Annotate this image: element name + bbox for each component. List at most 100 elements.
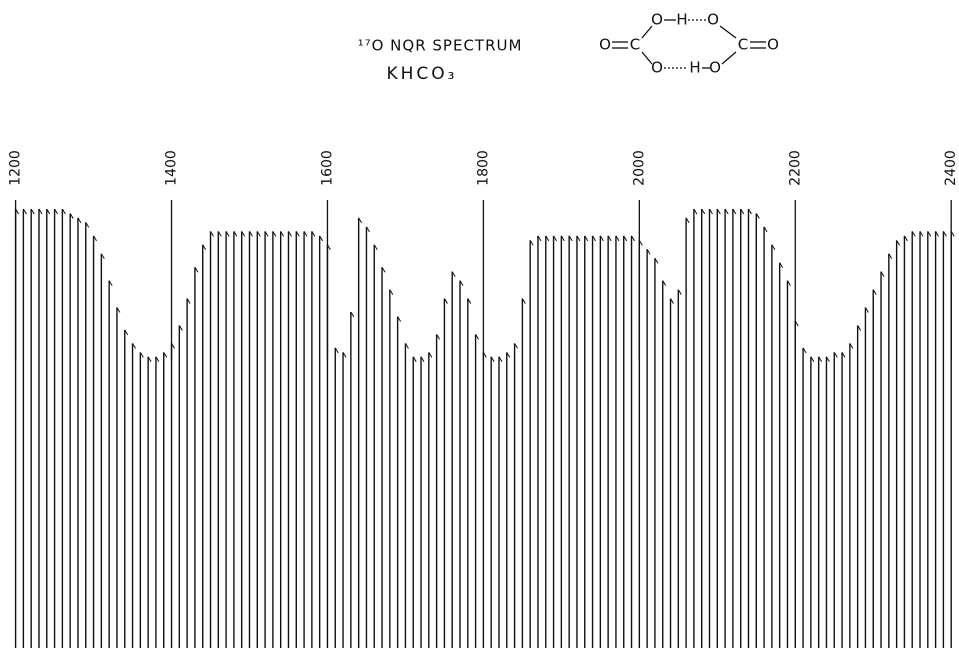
line-hook <box>15 208 20 215</box>
line-hook <box>256 231 261 237</box>
line-hook <box>654 257 659 264</box>
atom-label: C <box>630 36 640 54</box>
line-hook <box>405 343 409 349</box>
line-hook <box>241 231 246 237</box>
bond <box>721 51 737 65</box>
atom-label: O <box>651 11 663 29</box>
line-hook <box>389 289 394 295</box>
line-hook <box>202 244 207 251</box>
line-hook <box>61 208 66 215</box>
line-hook <box>802 347 807 354</box>
line-hook <box>771 244 776 251</box>
line-hook <box>514 343 519 349</box>
line-hook <box>280 231 285 237</box>
line-hook <box>436 334 441 340</box>
line-hook <box>178 325 183 331</box>
atom-label: O <box>709 59 721 77</box>
line-hook <box>693 208 698 215</box>
line-hook <box>467 298 472 304</box>
line-hook <box>147 356 152 363</box>
line-hook <box>319 235 324 242</box>
line-hook <box>22 208 27 215</box>
line-hook <box>397 316 402 322</box>
line-hook <box>818 356 823 363</box>
x-tick-label: 1400 <box>164 150 180 186</box>
line-hook <box>685 217 690 224</box>
line-hook <box>288 231 292 237</box>
line-hook <box>615 235 620 242</box>
line-hook <box>896 240 901 246</box>
line-hook <box>787 280 791 286</box>
line-hook <box>560 235 565 242</box>
x-tick-label: 1200 <box>8 150 24 186</box>
line-hook <box>311 231 316 237</box>
atom-label: H <box>676 11 687 29</box>
line-hook <box>841 352 846 358</box>
line-hook <box>475 334 480 340</box>
x-tick-label: 2400 <box>943 150 959 186</box>
line-hook <box>412 356 417 363</box>
line-hook <box>592 235 596 242</box>
line-hook <box>521 298 526 304</box>
line-hook <box>233 231 238 237</box>
chart-title: ¹⁷O NQR SPECTRUM <box>358 37 523 55</box>
line-hook <box>638 240 643 246</box>
line-hook <box>108 280 113 286</box>
line-hook <box>451 271 456 277</box>
line-hook <box>85 222 90 228</box>
line-hook <box>342 352 347 358</box>
line-hook <box>709 208 713 215</box>
line-hook <box>381 266 386 273</box>
line-hook <box>249 231 253 237</box>
line-hook <box>54 208 59 215</box>
line-hook <box>576 235 581 242</box>
line-hook <box>217 231 222 237</box>
line-hook <box>927 231 932 237</box>
line-hook <box>646 249 651 255</box>
line-hook <box>210 231 214 237</box>
line-hook <box>350 311 355 318</box>
line-hook <box>163 352 168 358</box>
x-tick-label: 2200 <box>787 150 803 186</box>
atom-label: O <box>651 59 663 77</box>
line-hook <box>186 298 191 304</box>
line-hook <box>911 231 916 237</box>
line-hook <box>763 226 768 233</box>
line-hook <box>623 235 628 242</box>
line-hook <box>740 208 745 215</box>
line-hook <box>264 231 269 237</box>
line-hook <box>38 208 43 215</box>
line-hook <box>537 235 542 242</box>
line-hook <box>139 352 144 358</box>
line-hook <box>833 352 838 358</box>
line-hook <box>46 208 51 215</box>
line-hook <box>701 208 706 215</box>
line-hook <box>116 307 121 313</box>
line-hook <box>498 356 503 363</box>
line-hook <box>358 217 363 224</box>
line-hook <box>428 352 433 358</box>
line-hook <box>670 298 674 304</box>
line-hook <box>950 231 955 237</box>
line-hook <box>716 208 721 215</box>
line-hook <box>677 289 682 295</box>
line-hook <box>545 235 550 242</box>
line-hook <box>849 343 854 349</box>
bond <box>641 25 653 39</box>
line-hook <box>327 244 331 251</box>
line-hook <box>443 298 448 304</box>
atom-label: O <box>707 11 719 29</box>
line-hook <box>888 253 893 260</box>
line-hook <box>662 280 667 286</box>
line-hook <box>553 235 557 242</box>
bond <box>719 25 737 39</box>
line-hook <box>373 244 378 251</box>
line-hook <box>30 208 35 215</box>
line-hook <box>607 235 612 242</box>
line-hook <box>69 213 74 219</box>
line-hook <box>459 280 464 286</box>
chart-subtitle: KHCO₃ <box>387 64 458 84</box>
x-tick-label: 2000 <box>631 150 647 186</box>
x-tick-label: 1600 <box>319 150 335 186</box>
